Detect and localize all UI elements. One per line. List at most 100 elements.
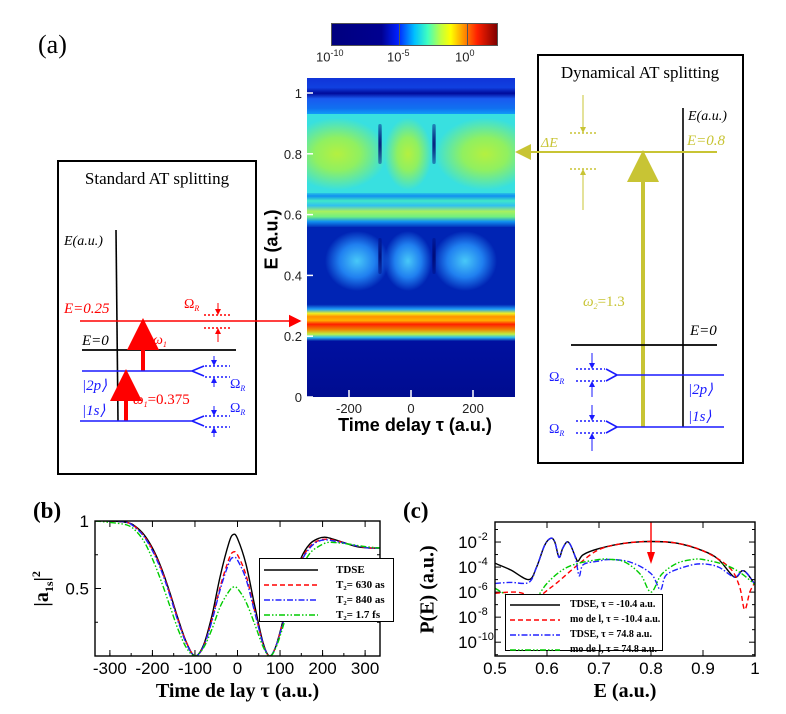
level-e08-label: E=0.8 [686, 133, 726, 149]
omega-r-label: ΩR [549, 422, 564, 438]
heatmap-notch [432, 238, 436, 274]
panel-a-label: (a) [38, 30, 67, 59]
ket-2p-label: |2p⟩ [82, 378, 107, 394]
legend-label: T₂= 630 as [336, 578, 385, 591]
legend-swatch [510, 648, 560, 651]
level-1s [605, 420, 724, 434]
legend-swatch [510, 603, 560, 606]
heatmap-xtick-label: 0 [407, 401, 414, 416]
panel-b-label: (b) [33, 498, 62, 523]
xtick-label: 100 [266, 659, 294, 678]
annotation-arrow-icon [647, 552, 655, 564]
ytick-label: 1 [80, 512, 89, 531]
legend-swatch [510, 633, 560, 636]
heatmap-xtick-label: -200 [336, 401, 362, 416]
colorbar-tick: 10-10 [316, 48, 344, 65]
legend-entry: T₂= 840 as [260, 592, 393, 607]
ytick-exponent: -10 [478, 631, 494, 643]
heatmap-xlabel: Time delay τ (a.u.) [338, 415, 492, 435]
level-e0-label: E=0 [81, 333, 109, 349]
series-line [95, 521, 380, 656]
omega1-value-label: ω1=0.375 [133, 392, 190, 409]
ytick-exponent: -8 [478, 606, 488, 618]
standard-at-diagram: Standard AT splitting E(a.u.) E=0.25 ΩR … [57, 160, 302, 475]
heatmap-lobes-lower [307, 227, 515, 294]
heatmap-ytick-label: 0.8 [284, 147, 302, 162]
legend-entry: TDSE, τ = 74.8 a.u. [506, 627, 662, 642]
xtick-label: -300 [93, 659, 127, 678]
plot-c-ylabel: P(E) (a.u.) [416, 545, 439, 634]
series-line [95, 521, 380, 656]
level-2p [605, 368, 724, 382]
colorbar-tick: 100 [455, 48, 475, 65]
level-1s [80, 415, 205, 427]
heatmap-lobes-upper [307, 114, 515, 193]
omega-r-label: ΩR [184, 297, 199, 313]
dynamical-title: Dynamical AT splitting [561, 63, 720, 82]
omega2-label: ω2=1.3 [583, 294, 625, 311]
xtick-label: -100 [178, 659, 212, 678]
legend-swatch [264, 583, 318, 586]
legend-entry: mo de l, τ = 74.8 a.u. [506, 642, 662, 657]
xtick-label: 300 [351, 659, 379, 678]
ytick-exponent: -6 [478, 581, 488, 593]
xtick-label: -200 [135, 659, 169, 678]
legend-swatch [264, 568, 318, 571]
series-group [95, 521, 380, 656]
legend-label: T₂= 840 as [336, 593, 385, 606]
legend-label: TDSE, τ = -10.4 a.u. [570, 599, 656, 610]
standard-box [57, 160, 257, 475]
heatmap-ytick-label: 0 [295, 390, 302, 405]
ytick-label: 10 [458, 633, 477, 652]
ytick-exponent: -4 [478, 556, 488, 568]
ket-1s-label: |1s⟩ [688, 409, 711, 425]
legend-swatch [510, 618, 560, 621]
ket-1s-label: |1s⟩ [82, 403, 105, 419]
ytick-label: 0.5 [65, 580, 89, 599]
omega-r-label: ΩR [230, 401, 245, 417]
heatmap-notch [432, 124, 436, 164]
legend-entry: mo de l, τ = -10.4 a.u. [506, 612, 662, 627]
legend-label: mo de l, τ = -10.4 a.u. [570, 614, 661, 625]
heatmap-xtick-label: 200 [462, 401, 484, 416]
ytick-label: 10 [458, 533, 477, 552]
plot-b-legend: TDSE T₂= 630 as T₂= 840 as T₂= 1.7 fs [259, 558, 394, 622]
xtick-label: 1 [750, 659, 759, 678]
xtick-label: 0 [233, 659, 242, 678]
colorbar [331, 23, 498, 46]
standard-title: Standard AT splitting [85, 169, 230, 188]
series-line [495, 558, 755, 605]
legend-label: mo de l, τ = 74.8 a.u. [570, 644, 657, 655]
omega-r-label: ΩR [549, 370, 564, 386]
plot-c-xlabel: E (a.u.) [593, 680, 657, 702]
heatmap-notch [378, 238, 382, 274]
xtick-label: 0.8 [639, 659, 663, 678]
dynamical-at-diagram: Dynamical AT splitting E(a.u.) E=0.8 ΔE … [515, 54, 744, 464]
omega-r-label: ΩR [230, 377, 245, 393]
xtick-label: 200 [308, 659, 336, 678]
heatmap-ytick-label: 0.6 [284, 208, 302, 223]
delta-e-label: ΔE [540, 136, 558, 151]
heatmap-ytick-label: 1 [295, 86, 302, 101]
xtick-label: 0.6 [535, 659, 559, 678]
ytick-exponent: -2 [478, 531, 488, 543]
ytick-label: 10 [458, 558, 477, 577]
heatmap [307, 78, 515, 397]
xtick-label: 0.7 [587, 659, 611, 678]
plot-frame [494, 521, 756, 657]
omega1-label: ω1 [153, 333, 167, 349]
plot-c-legend: TDSE, τ = -10.4 a.u. mo de l, τ = -10.4 a… [505, 594, 663, 655]
legend-label: TDSE, τ = 74.8 a.u. [570, 629, 652, 640]
xtick-label: 0.5 [483, 659, 507, 678]
legend-swatch [264, 598, 318, 601]
level-e025-label: E=0.25 [63, 301, 110, 317]
legend-entry: TDSE, τ = -10.4 a.u. [506, 597, 662, 612]
level-e0-label: E=0 [689, 323, 717, 339]
dynamical-box [537, 54, 744, 464]
series-line [495, 537, 755, 591]
legend-swatch [264, 613, 318, 616]
plot-b-xlabel: Time de lay τ (a.u.) [155, 680, 320, 702]
